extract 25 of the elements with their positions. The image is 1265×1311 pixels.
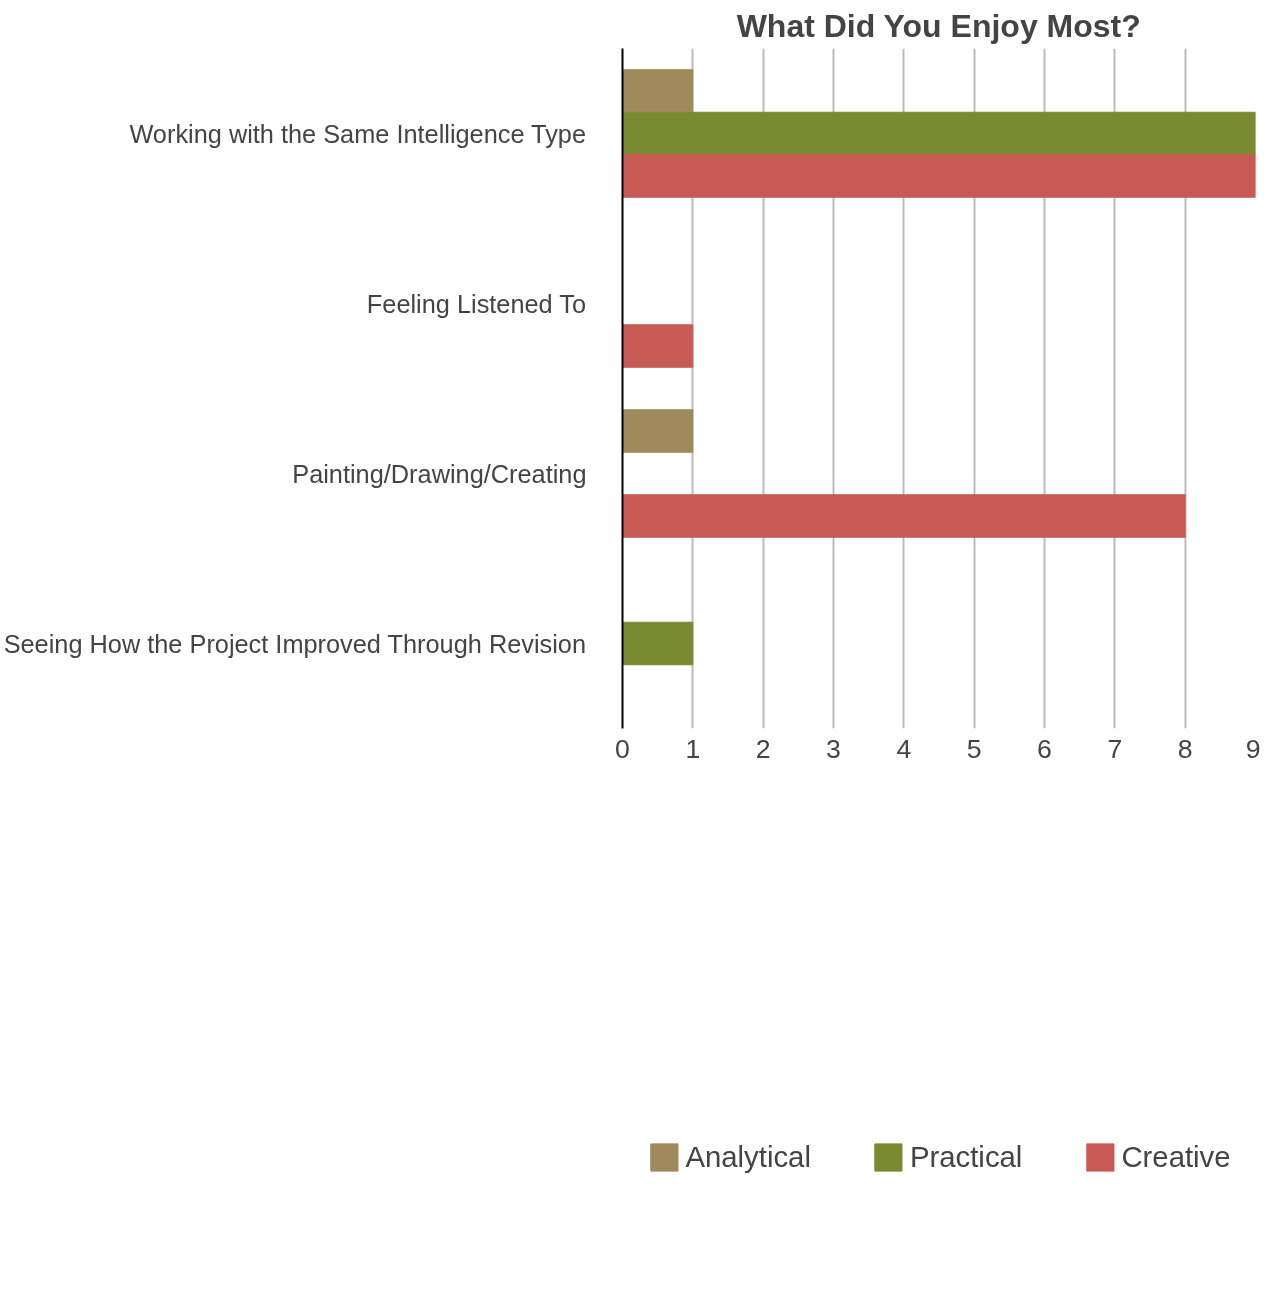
x-tick-label: 5 (966, 733, 982, 764)
legend-label: Practical (909, 1139, 1023, 1174)
bar (622, 111, 1256, 156)
legend-label: Creative (1121, 1139, 1231, 1174)
bar (622, 494, 1186, 538)
x-tick-label: 6 (1037, 733, 1052, 764)
x-tick-label: 8 (1177, 733, 1193, 764)
y-tick-label: Painting/Drawing/Creating (292, 459, 587, 488)
y-tick-label: Seeing How the Project Improved Through Revision (3, 629, 587, 658)
x-tick-label: 7 (1107, 733, 1123, 764)
x-tick-label: 0 (615, 733, 630, 764)
bar (622, 324, 694, 368)
bar (622, 621, 694, 666)
x-tick-label: 9 (1245, 733, 1261, 764)
y-tick-label: Working with the Same Intelligence Type (129, 119, 587, 148)
chart-title: What Did You Enjoy Most? (736, 7, 1141, 44)
bar (622, 69, 694, 113)
x-tick-label: 3 (826, 733, 841, 764)
x-tick-label: 2 (755, 733, 771, 764)
y-tick-label: Feeling Listened To (366, 289, 587, 318)
x-tick-label: 4 (896, 733, 912, 764)
x-tick-label: 1 (685, 733, 701, 764)
legend-label: Analytical (685, 1139, 811, 1174)
bar (622, 154, 1256, 198)
bar (622, 409, 694, 453)
